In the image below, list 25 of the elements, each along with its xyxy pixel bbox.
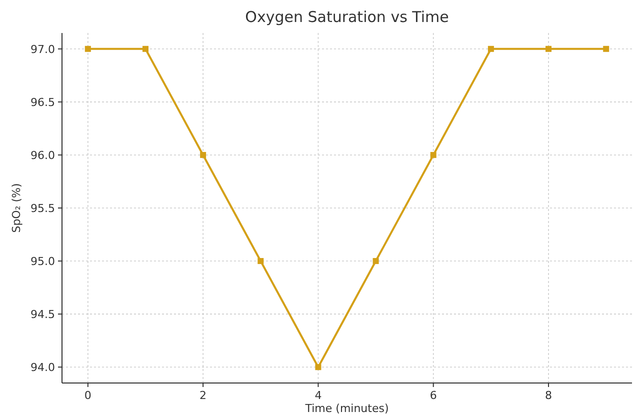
x-axis-title: Time (minutes) (304, 402, 389, 415)
point (84, 46, 91, 52)
point (200, 152, 206, 158)
y-tick-label: 96.0 (30, 148, 55, 162)
x-tick-label: 0 (84, 389, 92, 402)
point (546, 46, 552, 52)
y-tick-label: 94.5 (30, 308, 55, 322)
point (603, 46, 610, 52)
y-axis-title: SpO₂ (%) (10, 183, 23, 233)
point (488, 46, 494, 52)
y-tick-label: 95.0 (30, 255, 55, 268)
point (315, 364, 322, 370)
x-tick-label: 8 (545, 389, 552, 402)
y-tick-label: 95.5 (30, 202, 55, 215)
x-tick-label: 6 (430, 389, 437, 402)
y-tick-label: 94.0 (30, 361, 55, 374)
point (142, 46, 148, 52)
chart-title: Oxygen Saturation vs Time (245, 8, 449, 26)
point (372, 258, 379, 264)
point (258, 258, 264, 264)
y-tick-label: 97.0 (30, 42, 55, 56)
x-tick-label: 4 (314, 389, 322, 402)
point (430, 152, 436, 158)
y-tick-label: 96.5 (30, 96, 55, 109)
x-tick-label: 2 (200, 389, 207, 402)
